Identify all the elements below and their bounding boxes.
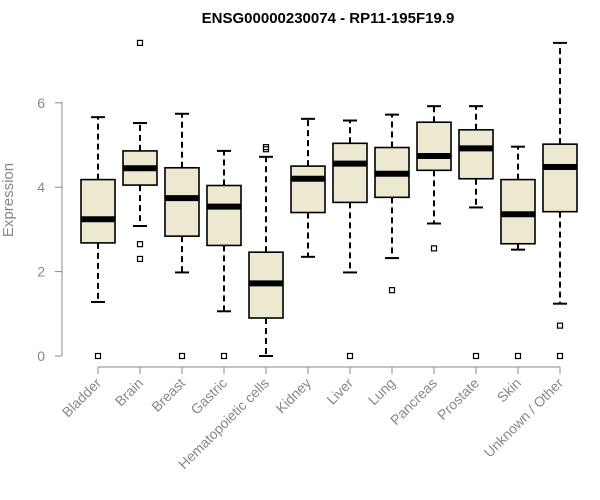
y-tick-label: 6 (37, 95, 45, 111)
x-tick-label: Lung (365, 375, 398, 408)
box-kidney (290, 117, 326, 258)
box-iqr (80, 178, 116, 244)
outlier-point (430, 245, 438, 252)
outlier-point (472, 352, 480, 360)
x-tick-label: Bladder (59, 375, 105, 421)
box-iqr (290, 165, 326, 214)
x-tick-label: Brain (112, 375, 146, 409)
box-series (80, 39, 578, 360)
outlier-point (556, 352, 564, 360)
box-lung (374, 113, 410, 294)
outlier-point (136, 241, 144, 248)
x-tick-label: Prostate (434, 375, 482, 423)
box-iqr (164, 166, 200, 237)
outlier-point (136, 39, 144, 46)
box-iqr (458, 129, 494, 180)
outlier-point (556, 322, 564, 329)
outlier-point (514, 352, 522, 360)
box-bladder (80, 116, 116, 360)
outlier-point (262, 144, 270, 151)
chart-title: ENSG00000230074 - RP11-195F19.9 (202, 10, 455, 27)
box-iqr (416, 121, 452, 172)
outlier-point (178, 352, 186, 360)
y-tick-label: 2 (37, 264, 45, 280)
outlier-point (388, 287, 396, 294)
box-skin (500, 145, 536, 360)
box-prostate (458, 105, 494, 360)
x-tick-label: Pancreas (387, 375, 440, 428)
y-tick-label: 4 (37, 179, 45, 195)
x-tick-label: Liver (323, 375, 356, 408)
outlier-point (346, 352, 354, 360)
outlier-point (220, 352, 228, 360)
y-axis-ticks: 0 2 4 6 (37, 95, 62, 364)
box-iqr (332, 142, 368, 204)
box-brain (122, 39, 158, 263)
box-iqr (206, 184, 242, 247)
box-iqr (542, 143, 578, 213)
box-unknown-other (542, 41, 578, 360)
box-pancreas (416, 105, 452, 252)
x-tick-label: Kidney (273, 375, 315, 417)
outlier-point (94, 352, 102, 360)
x-tick-label: Unknown / Other (481, 375, 567, 461)
box-hematopoietic-cells (248, 144, 284, 357)
box-liver (332, 119, 368, 360)
y-axis-label: Expression (0, 163, 17, 237)
outlier-point (136, 255, 144, 263)
x-tick-label: Breast (148, 375, 188, 415)
box-breast (164, 112, 200, 360)
x-tick-label: Skin (494, 375, 525, 406)
y-tick-label: 0 (37, 348, 45, 364)
box-gastric (206, 149, 242, 360)
